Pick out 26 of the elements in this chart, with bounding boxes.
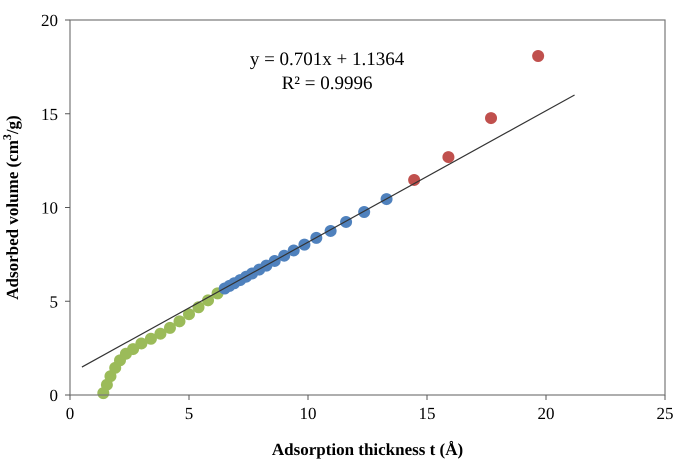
point <box>485 112 498 124</box>
point <box>442 151 454 164</box>
x-tick-label: 15 <box>418 404 436 423</box>
point <box>164 322 176 334</box>
y-tick-label: 0 <box>50 386 58 405</box>
annotation: R² = 0.9996 <box>282 73 372 94</box>
y-tick-label: 20 <box>41 11 58 30</box>
x-tick-label: 10 <box>300 404 316 423</box>
point <box>135 337 148 350</box>
x-tick-label: 0 <box>66 404 74 423</box>
y-tick-label: 5 <box>50 292 58 312</box>
point <box>144 332 157 345</box>
point <box>104 370 116 382</box>
point <box>154 328 166 340</box>
point <box>192 301 205 314</box>
y-tick-label: 10 <box>41 198 58 218</box>
point <box>127 343 140 356</box>
x-tick-label: 5 <box>184 404 194 423</box>
x-tick-label: 20 <box>538 404 554 423</box>
point <box>173 315 186 328</box>
point <box>532 50 544 62</box>
x-axis-title: Adsorption thickness t (Å) <box>272 440 464 459</box>
y-tick-label: 15 <box>41 104 58 124</box>
x-tick-label: 25 <box>656 404 674 423</box>
annotation: y = 0.701x + 1.1364 <box>250 49 405 70</box>
point <box>183 308 195 320</box>
